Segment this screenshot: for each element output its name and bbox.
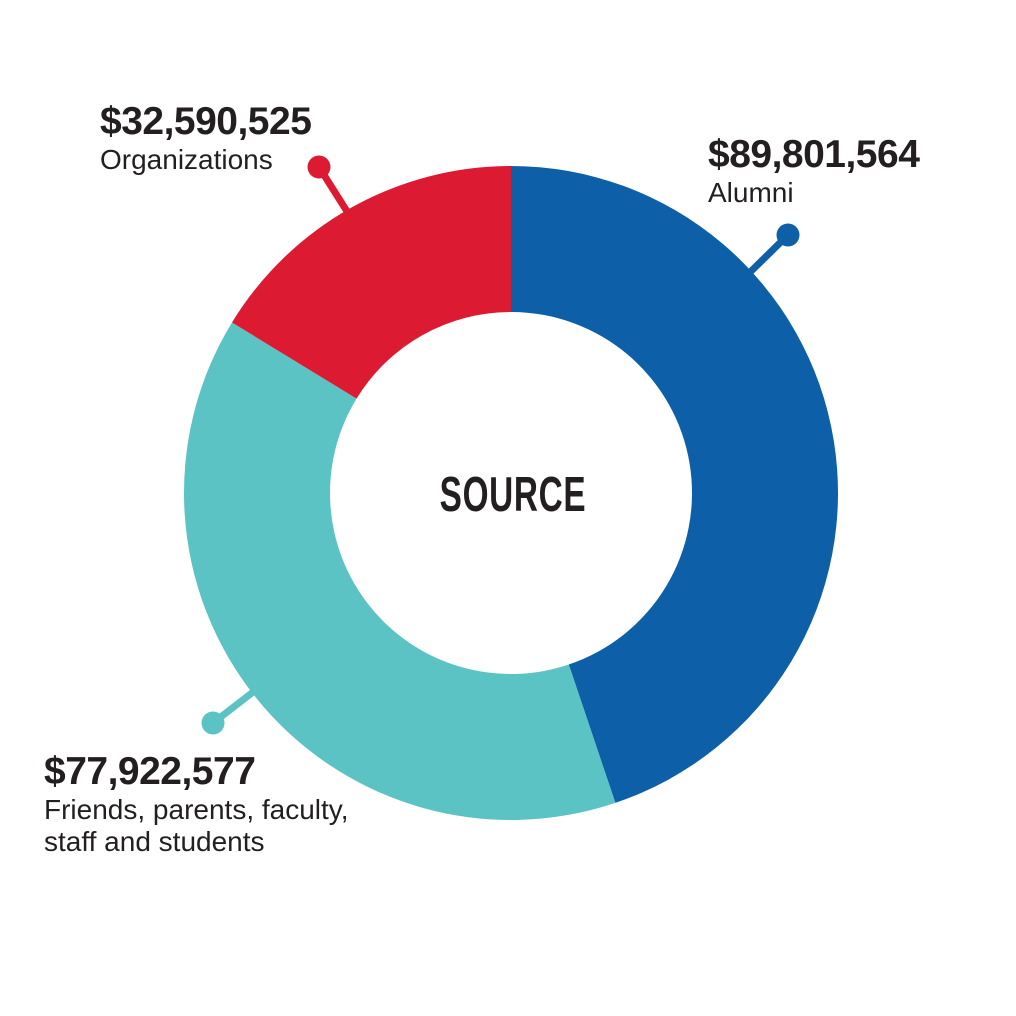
leader-dot-organizations bbox=[307, 155, 331, 179]
callout-alumni: $89,801,564 Alumni bbox=[708, 133, 920, 209]
friends-label-line-1: Friends, parents, faculty, bbox=[44, 794, 349, 825]
organizations-label: Organizations bbox=[100, 144, 273, 175]
donut-segment-organizations bbox=[231, 166, 511, 399]
friends-amount: $77,922,577 bbox=[44, 750, 256, 793]
leader-line-organizations bbox=[316, 165, 363, 234]
leader-dot-friends bbox=[201, 711, 225, 735]
donut-center-label: SOURCE bbox=[439, 468, 587, 522]
alumni-amount: $89,801,564 bbox=[708, 133, 920, 176]
callout-organizations: $32,590,525 Organizations bbox=[100, 100, 312, 176]
callout-friends: $77,922,577 Friends, parents, faculty, s… bbox=[44, 750, 349, 858]
alumni-label: Alumni bbox=[708, 177, 794, 208]
leader-dot-alumni bbox=[776, 223, 800, 247]
friends-label-line-2: staff and students bbox=[44, 826, 265, 857]
organizations-amount: $32,590,525 bbox=[100, 100, 312, 143]
donut-segment-friends bbox=[183, 322, 616, 820]
donut-segment-alumni bbox=[511, 166, 838, 803]
